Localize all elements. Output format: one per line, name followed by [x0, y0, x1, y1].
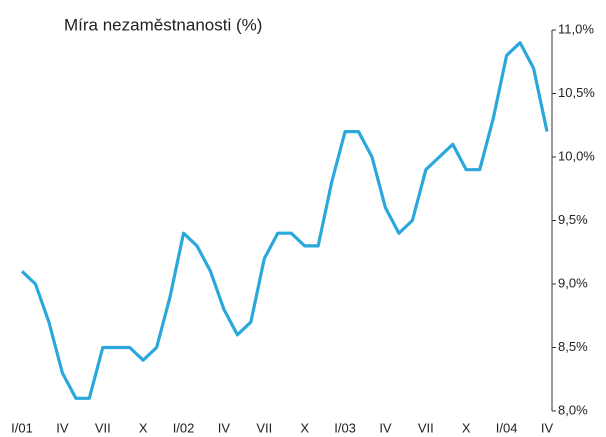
x-tick-label: I/02 — [173, 420, 195, 435]
x-tick-label: I/04 — [496, 420, 518, 435]
x-tick-label: VII — [95, 420, 111, 435]
x-tick-label: VII — [418, 420, 434, 435]
x-tick-label: X — [462, 420, 471, 435]
x-tick-label: IV — [218, 420, 231, 435]
y-tick-label: 8,5% — [558, 339, 588, 354]
y-tick-label: 10,5% — [558, 85, 595, 100]
x-tick-label: IV — [56, 420, 69, 435]
chart-title: Míra nezaměstnanosti (%) — [64, 15, 262, 34]
data-line — [20, 41, 549, 400]
y-tick-label: 9,5% — [558, 212, 588, 227]
x-tick-label: I/03 — [334, 420, 356, 435]
x-tick-label: X — [300, 420, 309, 435]
y-tick-label: 8,0% — [558, 402, 588, 417]
y-tick-label: 11,0% — [558, 21, 594, 36]
x-tick-label: IV — [541, 420, 554, 435]
x-tick-label: X — [139, 420, 148, 435]
x-tick-label: IV — [379, 420, 392, 435]
x-tick-label: VII — [256, 420, 272, 435]
x-tick-label: I/01 — [11, 420, 33, 435]
y-tick-label: 10,0% — [558, 148, 595, 163]
y-tick-label: 9,0% — [558, 275, 588, 290]
